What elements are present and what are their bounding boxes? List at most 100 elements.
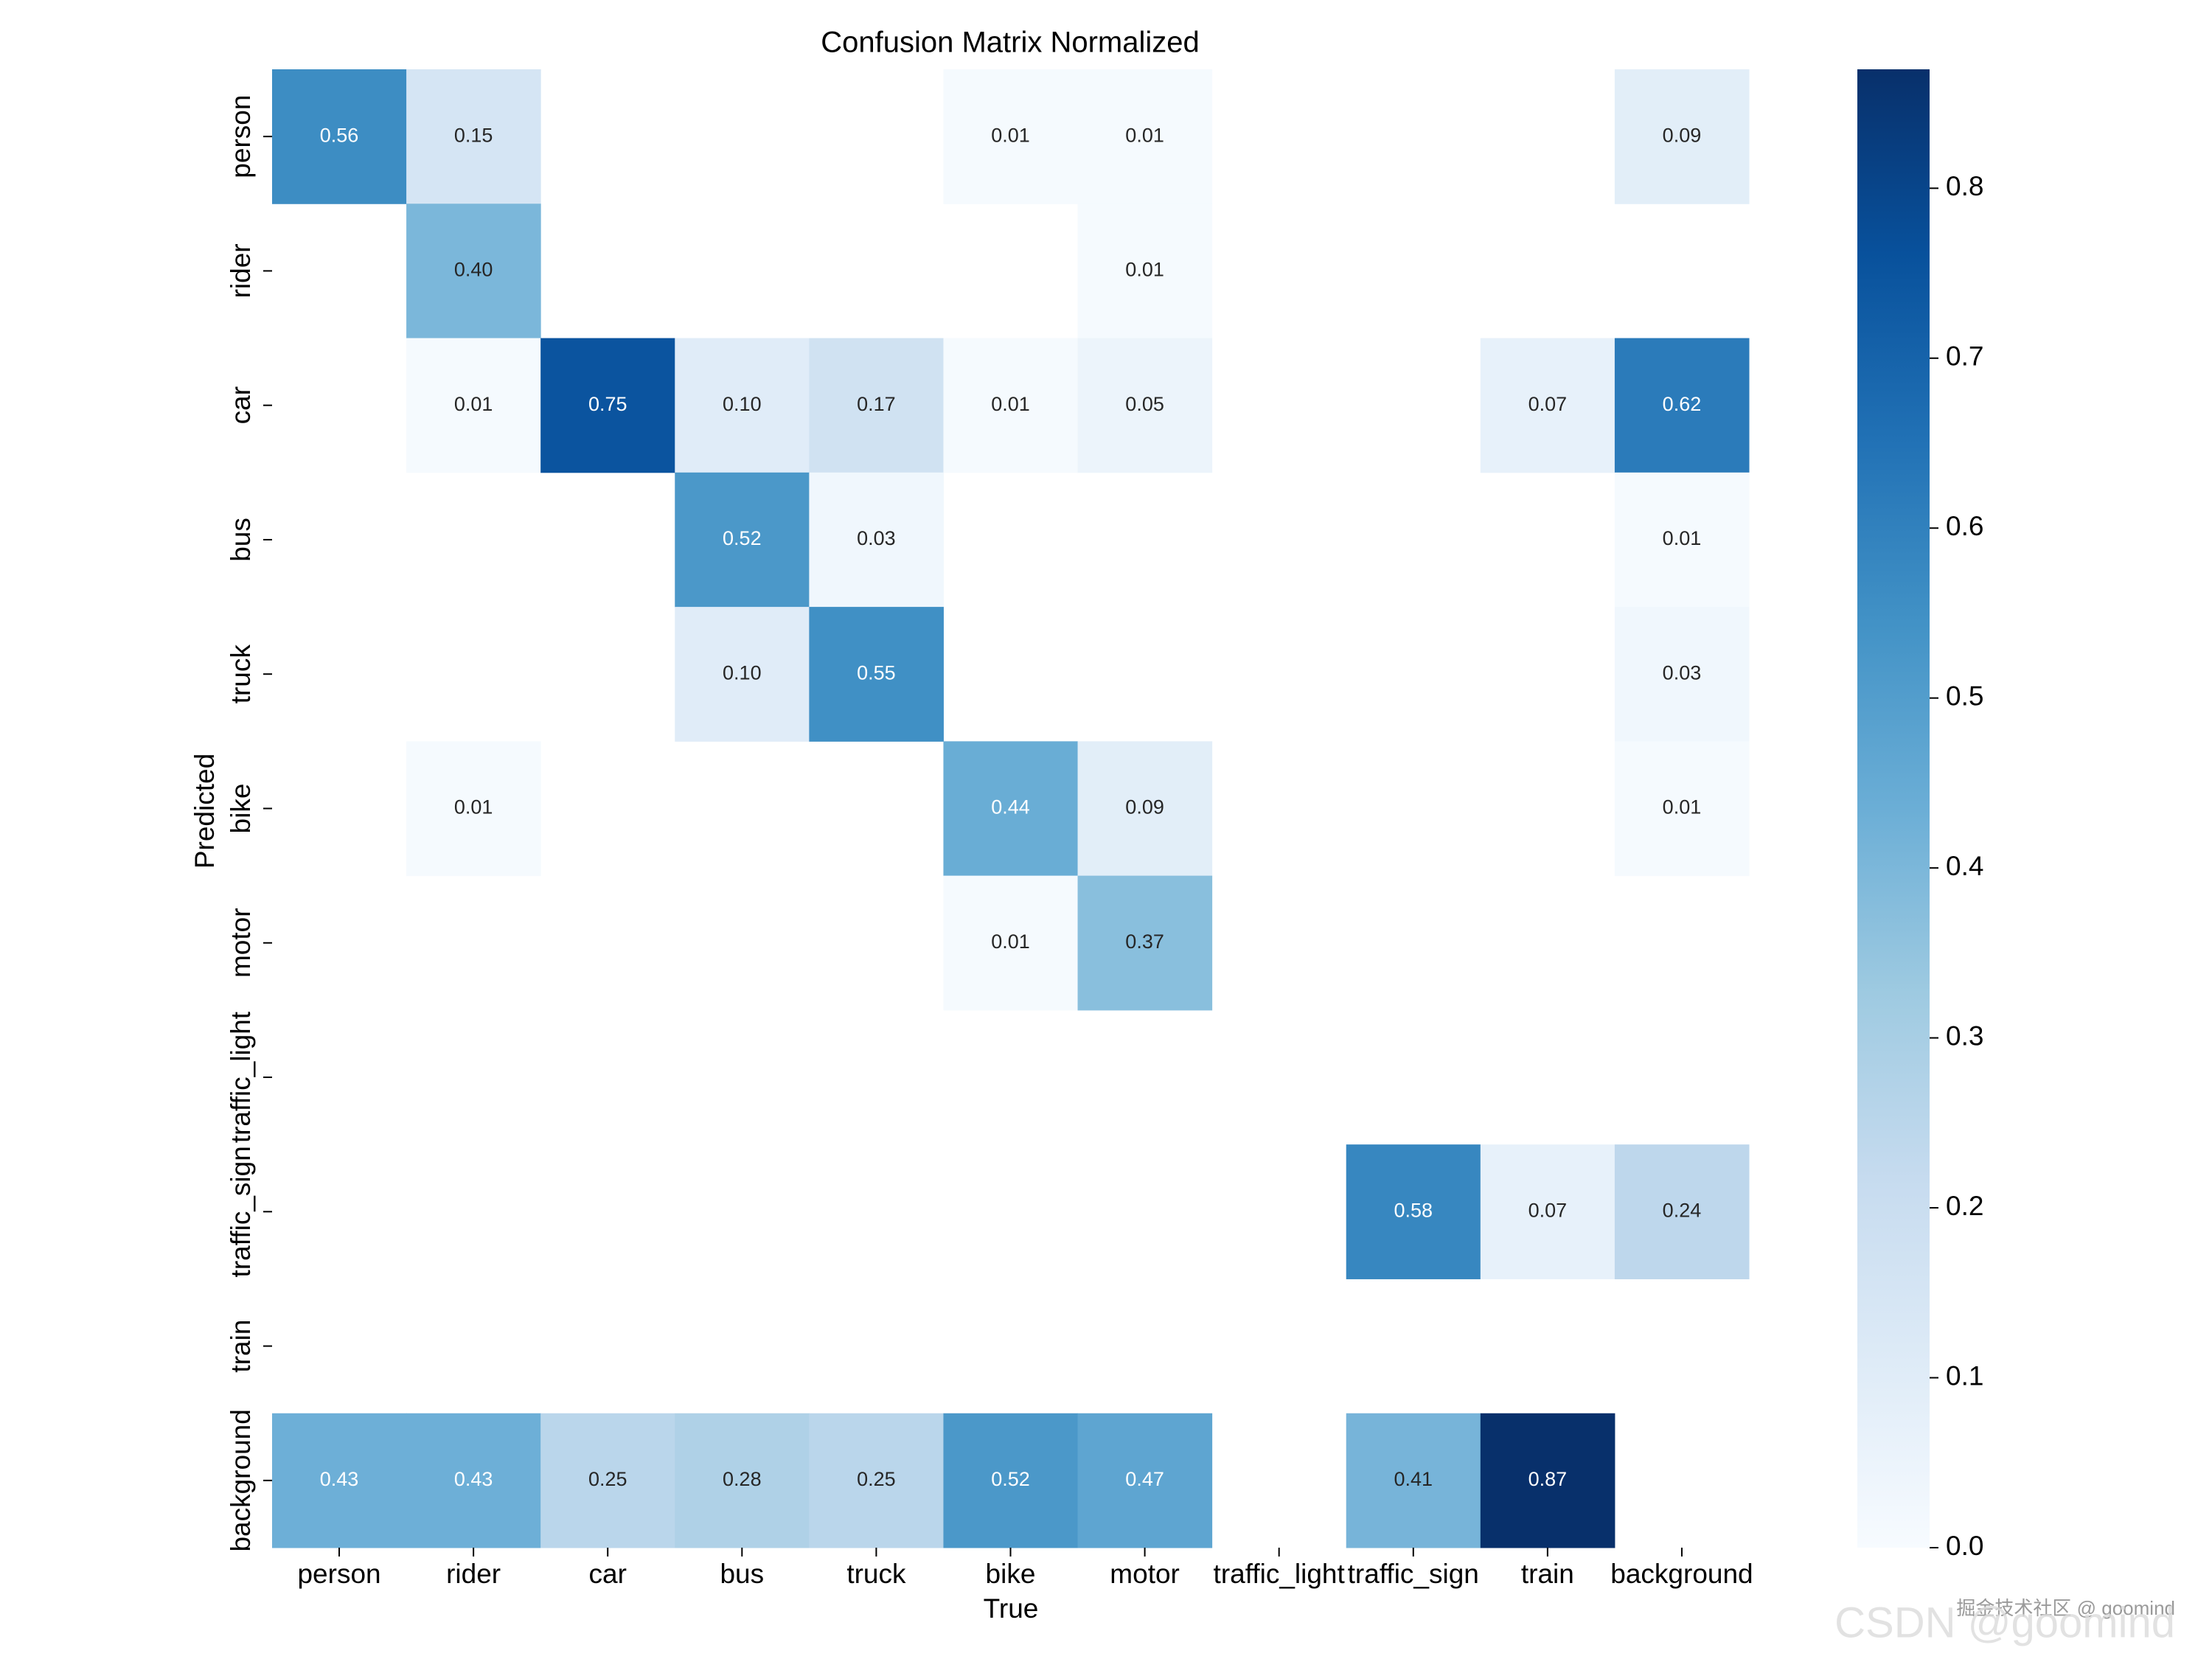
- heatmap-cell: [272, 1413, 407, 1548]
- heatmap-cell: [540, 1413, 675, 1548]
- cell-label: 0.87: [1528, 1468, 1568, 1490]
- heatmap-cell: [809, 338, 944, 473]
- colorbar-tick-label: 0.8: [1946, 171, 1983, 201]
- y-tick-label: truck: [226, 644, 256, 704]
- cell-label: 0.56: [320, 124, 359, 146]
- heatmap-cell: [943, 741, 1079, 877]
- heatmap-cell: [406, 204, 541, 339]
- x-tick-label: car: [589, 1559, 627, 1589]
- x-tick-label: motor: [1110, 1559, 1180, 1589]
- heatmap-cell: [675, 338, 810, 473]
- y-tick-label: person: [226, 95, 256, 178]
- cell-label: 0.75: [588, 393, 627, 415]
- cell-label: 0.05: [1125, 393, 1164, 415]
- x-tick-label: bus: [720, 1559, 764, 1589]
- y-tick-label: train: [226, 1320, 256, 1373]
- heatmap-cell: [1480, 1144, 1615, 1279]
- heatmap-cell: [1614, 741, 1750, 877]
- y-axis-label: Predicted: [189, 754, 220, 869]
- x-tick-label: background: [1610, 1559, 1753, 1589]
- cell-label: 0.62: [1663, 393, 1702, 415]
- heatmap-cell: [1077, 1413, 1213, 1548]
- heatmap-cell: [943, 69, 1079, 204]
- y-tick-label: bus: [226, 518, 256, 562]
- x-tick-label: truck: [846, 1559, 906, 1589]
- heatmap-cell: [809, 472, 944, 608]
- heatmap-cell: [1346, 1144, 1481, 1279]
- x-axis-label: True: [984, 1593, 1039, 1624]
- colorbar-tick-label: 0.7: [1946, 341, 1983, 372]
- y-tick-label: car: [226, 386, 256, 424]
- cell-label: 0.01: [1663, 527, 1702, 549]
- y-tick-label: bike: [226, 784, 256, 834]
- colorbar-tick-label: 0.2: [1946, 1191, 1983, 1221]
- cell-label: 0.01: [991, 931, 1030, 953]
- cell-label: 0.09: [1663, 124, 1702, 146]
- heatmap-cell: [1077, 338, 1213, 473]
- cell-label: 0.01: [454, 393, 493, 415]
- colorbar-tick-label: 0.3: [1946, 1020, 1983, 1051]
- cell-label: 0.37: [1125, 931, 1164, 953]
- heatmap-cell: [943, 338, 1079, 473]
- colorbar: [1857, 69, 1930, 1548]
- cell-label: 0.43: [454, 1468, 493, 1490]
- chart-title: Confusion Matrix Normalized: [821, 27, 1200, 59]
- heatmap-cell: [272, 69, 407, 204]
- colorbar-tick-label: 0.0: [1946, 1531, 1983, 1561]
- heatmap-cell: [1077, 69, 1213, 204]
- heatmap-cell: [1614, 1144, 1750, 1279]
- cell-label: 0.55: [857, 661, 896, 684]
- cell-label: 0.01: [991, 393, 1030, 415]
- heatmap-cell: [943, 875, 1079, 1011]
- heatmap-cell: [1614, 607, 1750, 742]
- cell-label: 0.17: [857, 393, 896, 415]
- cell-label: 0.41: [1394, 1468, 1433, 1490]
- heatmap-cell: [1346, 1413, 1481, 1548]
- cell-label: 0.58: [1394, 1199, 1433, 1221]
- cell-label: 0.52: [991, 1468, 1030, 1490]
- cell-label: 0.01: [1125, 124, 1164, 146]
- x-tick-label: train: [1521, 1559, 1574, 1589]
- heatmap-cell: [406, 338, 541, 473]
- cell-label: 0.40: [454, 259, 493, 281]
- cell-label: 0.09: [1125, 796, 1164, 818]
- heatmap-cell: [1077, 875, 1213, 1011]
- heatmap-cell: [809, 1413, 944, 1548]
- x-tick-label: traffic_sign: [1348, 1559, 1479, 1589]
- cell-label: 0.52: [723, 527, 762, 549]
- x-tick-label: traffic_light: [1214, 1559, 1346, 1589]
- cell-label: 0.03: [857, 527, 896, 549]
- heatmap-cell: [809, 607, 944, 742]
- cell-label: 0.24: [1663, 1199, 1702, 1221]
- heatmap-cell: [406, 1413, 541, 1548]
- cell-label: 0.15: [454, 124, 493, 146]
- heatmap-cell: [1480, 338, 1615, 473]
- x-tick-label: bike: [986, 1559, 1036, 1589]
- heatmap-cell: [675, 1413, 810, 1548]
- cell-label: 0.10: [723, 661, 762, 684]
- colorbar-tick-label: 0.4: [1946, 851, 1983, 881]
- heatmap-cell: [1614, 338, 1750, 473]
- heatmap-cell: [1077, 741, 1213, 877]
- heatmap-cell: [1480, 1413, 1615, 1548]
- colorbar-tick-label: 0.6: [1946, 511, 1983, 541]
- cell-label: 0.01: [1663, 796, 1702, 818]
- heatmap-cell: [540, 338, 675, 473]
- cell-label: 0.43: [320, 1468, 359, 1490]
- heatmap-cell: [406, 741, 541, 877]
- heatmap-cell: [1077, 204, 1213, 339]
- x-tick-label: person: [297, 1559, 380, 1589]
- y-tick-label: rider: [226, 243, 256, 298]
- cell-label: 0.25: [588, 1468, 627, 1490]
- cell-label: 0.44: [991, 796, 1030, 818]
- y-tick-label: traffic_sign: [226, 1146, 256, 1277]
- y-tick-label: traffic_light: [226, 1011, 256, 1143]
- cell-label: 0.25: [857, 1468, 896, 1490]
- cell-label: 0.07: [1528, 1199, 1568, 1221]
- heatmap-cell: [406, 69, 541, 204]
- colorbar-tick-label: 0.1: [1946, 1360, 1983, 1391]
- heatmap-cell: [675, 607, 810, 742]
- cell-label: 0.28: [723, 1468, 762, 1490]
- heatmap-cell: [1614, 472, 1750, 608]
